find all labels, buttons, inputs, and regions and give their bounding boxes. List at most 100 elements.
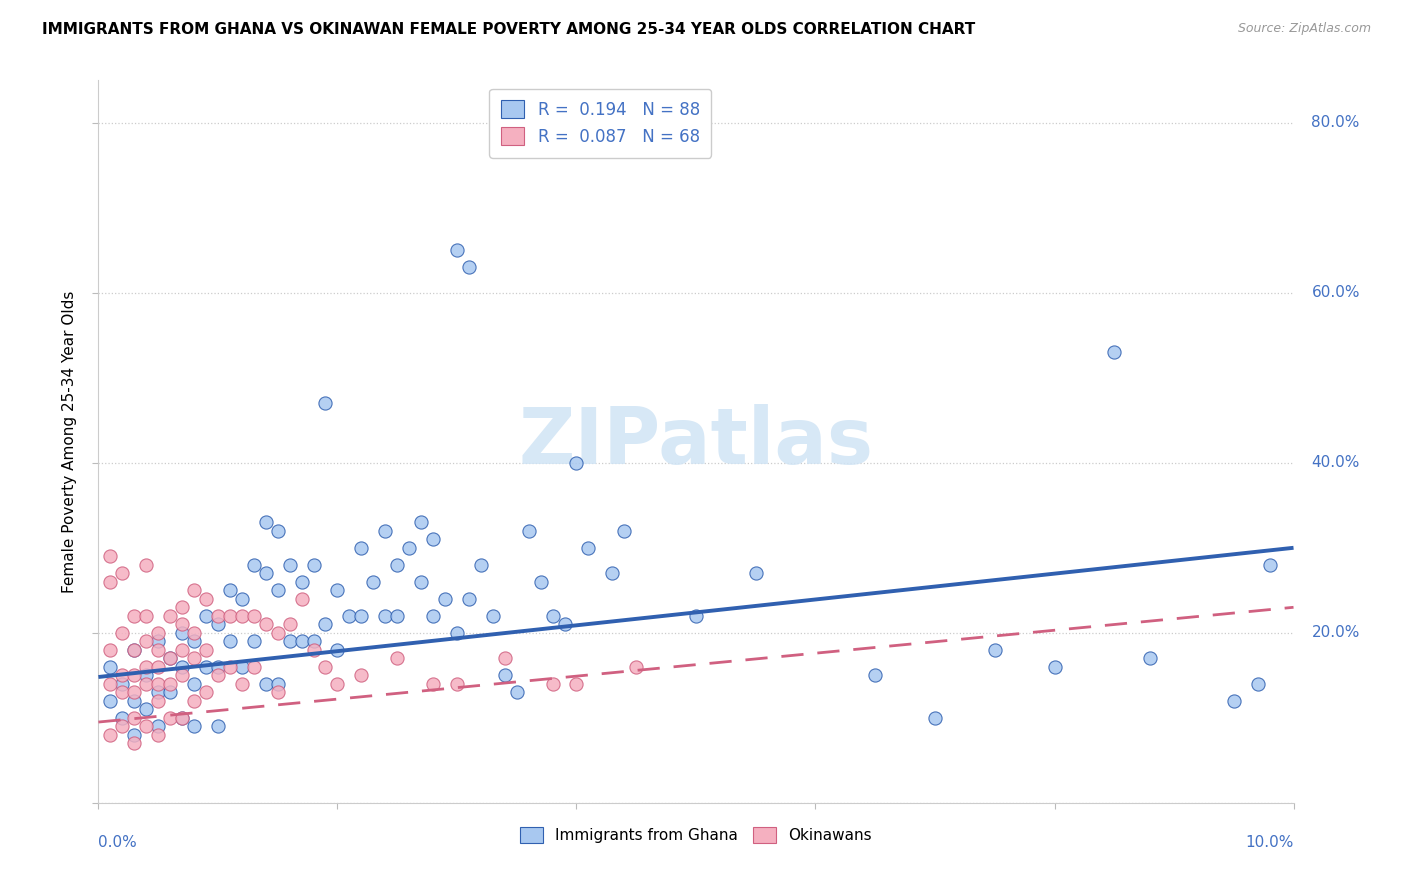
Point	[159, 651, 181, 665]
Point	[578, 541, 600, 555]
Point	[135, 668, 157, 682]
Point	[278, 634, 301, 648]
Point	[207, 608, 229, 623]
Point	[98, 728, 122, 742]
Point	[124, 642, 146, 657]
Point	[1258, 558, 1281, 572]
Point	[267, 677, 290, 691]
Point	[159, 608, 181, 623]
Text: 80.0%: 80.0%	[1312, 115, 1360, 130]
Point	[422, 677, 444, 691]
Point	[291, 574, 314, 589]
Point	[172, 625, 194, 640]
Text: 40.0%: 40.0%	[1312, 455, 1360, 470]
Point	[159, 685, 181, 699]
Point	[183, 625, 205, 640]
Point	[865, 668, 887, 682]
Point	[183, 677, 205, 691]
Point	[494, 668, 516, 682]
Point	[98, 660, 122, 674]
Point	[135, 677, 157, 691]
Point	[278, 617, 301, 632]
Point	[350, 541, 373, 555]
Point	[231, 608, 253, 623]
Point	[434, 591, 457, 606]
Point	[148, 694, 170, 708]
Point	[135, 719, 157, 733]
Point	[111, 668, 134, 682]
Point	[422, 533, 444, 547]
Point	[422, 608, 444, 623]
Point	[458, 591, 481, 606]
Point	[243, 558, 266, 572]
Point	[172, 600, 194, 615]
Point	[195, 685, 218, 699]
Point	[350, 608, 373, 623]
Y-axis label: Female Poverty Among 25-34 Year Olds: Female Poverty Among 25-34 Year Olds	[62, 291, 77, 592]
Point	[482, 608, 505, 623]
Point	[183, 719, 205, 733]
Point	[98, 642, 122, 657]
Point	[148, 634, 170, 648]
Point	[494, 651, 516, 665]
Legend: Immigrants from Ghana, Okinawans: Immigrants from Ghana, Okinawans	[513, 822, 879, 849]
Point	[602, 566, 624, 581]
Point	[183, 694, 205, 708]
Point	[302, 558, 325, 572]
Point	[291, 591, 314, 606]
Text: IMMIGRANTS FROM GHANA VS OKINAWAN FEMALE POVERTY AMONG 25-34 YEAR OLDS CORRELATI: IMMIGRANTS FROM GHANA VS OKINAWAN FEMALE…	[42, 22, 976, 37]
Point	[385, 558, 409, 572]
Point	[135, 608, 157, 623]
Point	[172, 660, 194, 674]
Point	[1247, 677, 1270, 691]
Point	[626, 660, 648, 674]
Point	[148, 625, 170, 640]
Point	[315, 660, 337, 674]
Point	[326, 642, 349, 657]
Point	[363, 574, 385, 589]
Point	[159, 651, 181, 665]
Point	[98, 694, 122, 708]
Text: 0.0%: 0.0%	[98, 835, 138, 850]
Point	[207, 719, 229, 733]
Point	[924, 711, 946, 725]
Point	[148, 677, 170, 691]
Point	[398, 541, 420, 555]
Point	[291, 634, 314, 648]
Point	[243, 608, 266, 623]
Point	[315, 396, 337, 410]
Point	[148, 642, 170, 657]
Point	[302, 634, 325, 648]
Point	[385, 651, 409, 665]
Point	[183, 634, 205, 648]
Point	[219, 583, 242, 598]
Point	[685, 608, 707, 623]
Point	[411, 574, 433, 589]
Point	[124, 608, 146, 623]
Point	[172, 617, 194, 632]
Point	[243, 634, 266, 648]
Point	[111, 685, 134, 699]
Point	[124, 728, 146, 742]
Point	[302, 642, 325, 657]
Point	[1104, 345, 1126, 359]
Point	[195, 642, 218, 657]
Point	[111, 711, 134, 725]
Point	[267, 583, 290, 598]
Point	[207, 617, 229, 632]
Point	[254, 516, 277, 530]
Point	[231, 660, 253, 674]
Text: Source: ZipAtlas.com: Source: ZipAtlas.com	[1237, 22, 1371, 36]
Point	[124, 711, 146, 725]
Point	[254, 677, 277, 691]
Text: 60.0%: 60.0%	[1312, 285, 1360, 301]
Point	[98, 574, 122, 589]
Text: ZIPatlas: ZIPatlas	[519, 403, 873, 480]
Point	[374, 524, 396, 538]
Point	[554, 617, 576, 632]
Point	[506, 685, 529, 699]
Point	[231, 591, 253, 606]
Point	[446, 244, 468, 258]
Point	[135, 702, 157, 716]
Point	[172, 668, 194, 682]
